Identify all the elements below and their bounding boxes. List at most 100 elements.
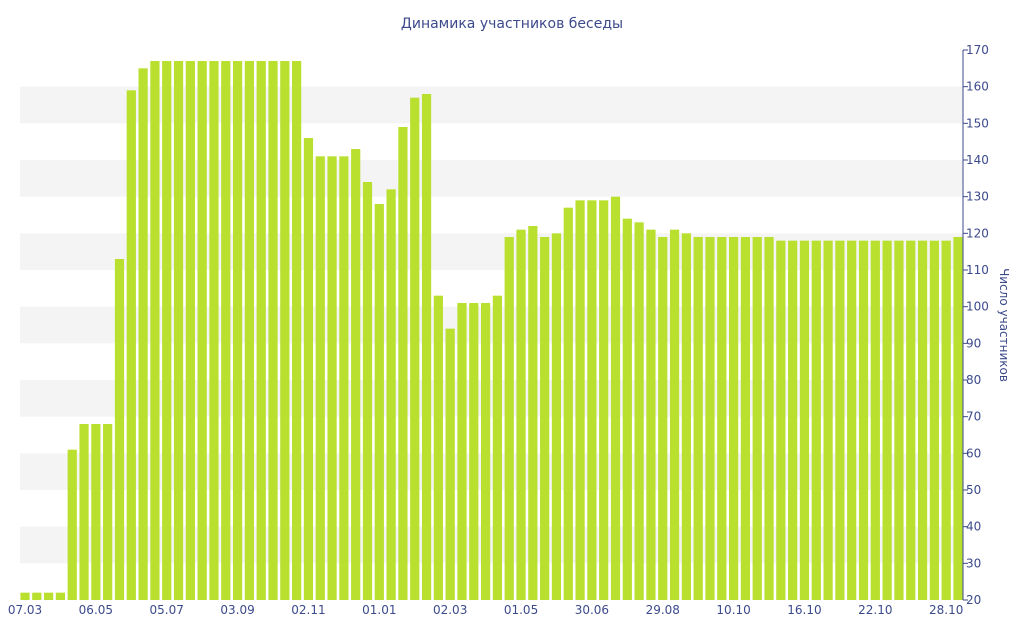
bar[interactable]	[469, 303, 479, 600]
bar[interactable]	[823, 240, 833, 601]
bar[interactable]	[788, 240, 798, 601]
x-tick-label: 05.07	[150, 603, 184, 617]
bar[interactable]	[681, 233, 691, 600]
bar[interactable]	[587, 200, 597, 600]
bar[interactable]	[740, 237, 751, 600]
bar[interactable]	[799, 240, 810, 601]
bar[interactable]	[351, 149, 361, 600]
x-tick-label: 10.10	[716, 603, 750, 617]
bar[interactable]	[339, 156, 349, 600]
bar[interactable]	[244, 61, 254, 600]
bar[interactable]	[480, 303, 491, 600]
y-tick-label: 60	[966, 446, 981, 460]
bar[interactable]	[162, 61, 172, 600]
bar[interactable]	[551, 233, 562, 600]
bar[interactable]	[79, 424, 89, 600]
bar[interactable]	[315, 156, 325, 600]
bar[interactable]	[599, 200, 609, 600]
bar[interactable]	[280, 61, 290, 600]
bar[interactable]	[114, 259, 125, 600]
bar[interactable]	[209, 61, 219, 600]
bar[interactable]	[811, 240, 821, 601]
bar[interactable]	[20, 592, 30, 600]
x-tick-label: 06.05	[79, 603, 113, 617]
bar[interactable]	[126, 90, 136, 600]
y-tick-label: 30	[966, 556, 981, 570]
bar[interactable]	[669, 229, 680, 601]
bar[interactable]	[917, 240, 928, 601]
bar[interactable]	[55, 592, 66, 600]
bar[interactable]	[729, 237, 739, 600]
bar[interactable]	[752, 237, 762, 600]
bar[interactable]	[256, 61, 266, 600]
bar[interactable]	[67, 449, 77, 600]
bar[interactable]	[516, 229, 526, 601]
bar[interactable]	[870, 240, 880, 601]
bar[interactable]	[44, 592, 54, 600]
y-tick-label: 80	[966, 373, 981, 387]
bar[interactable]	[776, 240, 786, 601]
bar[interactable]	[658, 237, 668, 600]
x-tick-label: 07.03	[8, 603, 42, 617]
bar[interactable]	[764, 237, 774, 600]
x-tick-label: 28.10	[929, 603, 963, 617]
bar[interactable]	[32, 592, 42, 600]
bar[interactable]	[504, 237, 514, 600]
bar[interactable]	[173, 61, 184, 600]
bar[interactable]	[445, 328, 455, 600]
bar[interactable]	[185, 61, 195, 600]
bar[interactable]	[292, 61, 302, 600]
x-tick-label: 02.03	[433, 603, 467, 617]
bar[interactable]	[906, 240, 916, 601]
y-tick-label: 40	[966, 520, 981, 534]
bar[interactable]	[528, 226, 538, 600]
bar[interactable]	[717, 237, 727, 600]
bar[interactable]	[953, 237, 963, 600]
bar[interactable]	[835, 240, 845, 601]
bar[interactable]	[433, 295, 443, 600]
bar[interactable]	[398, 127, 408, 600]
bar[interactable]	[268, 61, 278, 600]
grid-band	[20, 526, 963, 564]
bar[interactable]	[622, 218, 632, 601]
bar[interactable]	[197, 61, 207, 600]
bar[interactable]	[362, 182, 373, 600]
y-tick-label: 140	[966, 153, 989, 167]
bar[interactable]	[492, 295, 503, 600]
bar[interactable]	[91, 424, 101, 600]
bar[interactable]	[941, 240, 951, 601]
bar[interactable]	[575, 200, 585, 600]
bar[interactable]	[421, 94, 432, 600]
y-axis-label: Число участников	[997, 268, 1011, 382]
grid-band	[20, 306, 963, 344]
bar[interactable]	[303, 138, 314, 600]
bar[interactable]	[858, 240, 869, 601]
bar[interactable]	[232, 61, 243, 600]
bar[interactable]	[847, 240, 857, 601]
y-tick-label: 70	[966, 410, 981, 424]
bar[interactable]	[894, 240, 904, 601]
bar[interactable]	[103, 424, 113, 600]
chart-title: Динамика участников беседы	[401, 16, 623, 32]
bar[interactable]	[563, 207, 573, 601]
bar[interactable]	[705, 237, 715, 600]
bar[interactable]	[327, 156, 337, 600]
bar[interactable]	[540, 237, 550, 600]
y-tick-label: 170	[966, 43, 989, 57]
bar[interactable]	[646, 229, 656, 601]
bar[interactable]	[410, 97, 420, 601]
bar[interactable]	[693, 237, 703, 600]
bar[interactable]	[138, 68, 148, 600]
bar[interactable]	[457, 303, 467, 600]
bar[interactable]	[929, 240, 939, 601]
bar[interactable]	[150, 61, 160, 600]
bar[interactable]	[374, 204, 384, 600]
bar[interactable]	[221, 61, 231, 600]
bar[interactable]	[610, 196, 621, 601]
bar[interactable]	[882, 240, 892, 601]
grid-band	[20, 86, 963, 124]
bar[interactable]	[386, 189, 396, 600]
y-tick-label: 100	[966, 300, 989, 314]
bar[interactable]	[634, 222, 644, 600]
